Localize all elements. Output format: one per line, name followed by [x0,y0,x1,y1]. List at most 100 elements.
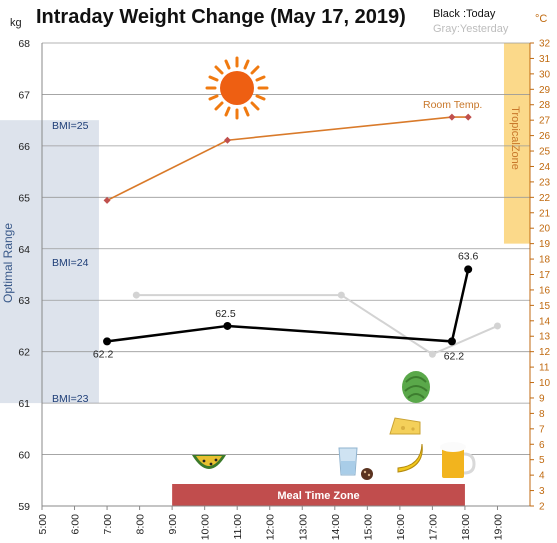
series-layer [103,113,501,358]
tropical-zone-band [503,43,530,244]
y2-tick-label: 5 [539,455,545,466]
x-tick-label: 12:00 [265,514,277,540]
y2-tick-label: 7 [539,424,545,435]
lettuce-icon [402,371,430,403]
x-tick-label: 16:00 [395,514,407,540]
data-labels: 62.2 62.5 62.2 63.6 [93,250,479,362]
y-tick-label: 61 [18,398,30,410]
meal-time-zone-band [172,484,465,506]
y2-tick-label: 2 [539,502,545,513]
data-label-today: 62.2 [444,350,465,362]
y-tick-label: 59 [18,501,30,513]
y2-tick-label: 28 [539,100,551,111]
y2-tick-label: 21 [539,208,551,219]
point-today [464,265,473,274]
y2-tick-label: 10 [539,378,551,389]
bmi-23-label: BMI=23 [52,393,89,405]
y2-tick-label: 19 [539,239,551,250]
axes: 5960616263646566676823456789101112131415… [18,38,550,540]
y-tick-label: 62 [18,347,30,359]
point-yesterday [428,350,436,358]
meal-time-zone-label: Meal Time Zone [277,490,359,502]
x-tick-label: 9:00 [167,514,179,535]
y2-tick-label: 15 [539,301,551,312]
y2-tick-label: 11 [539,363,550,374]
y2-tick-label: 24 [539,162,551,173]
y2-tick-label: 25 [539,147,551,158]
y2-tick-label: 22 [539,193,551,204]
chocolate-icon [361,468,373,480]
tropical-zone-label: TropicalZone [509,106,521,170]
x-tick-label: 15:00 [362,514,374,540]
point-today [447,337,456,346]
y-tick-label: 60 [18,450,30,462]
y2-tick-label: 27 [539,116,551,127]
y-unit-label: kg [10,17,22,29]
y2-tick-label: 14 [539,316,551,327]
point-yesterday [337,291,345,299]
x-tick-label: 13:00 [297,514,309,540]
x-tick-label: 17:00 [427,514,439,540]
watermelon-icon [192,455,226,469]
y2-tick-label: 17 [539,270,551,281]
x-tick-label: 11:00 [232,514,244,540]
y2-tick-label: 9 [539,393,545,404]
y2-tick-label: 20 [539,224,551,235]
y2-tick-label: 29 [539,85,551,96]
optimal-range-band [0,120,99,404]
bmi-25-label: BMI=25 [52,120,89,132]
x-tick-label: 19:00 [492,514,504,540]
x-tick-label: 5:00 [37,514,49,535]
data-label-today: 62.2 [93,348,114,360]
y2-tick-label: 32 [539,39,551,50]
y-tick-label: 67 [18,89,30,101]
point-room-temp [223,136,231,144]
y2-tick-label: 3 [539,486,545,497]
y2-unit-label: °C [535,13,547,25]
x-tick-label: 7:00 [102,514,114,535]
y2-tick-label: 12 [539,347,551,358]
y-tick-label: 65 [18,192,30,204]
y-tick-label: 68 [18,38,30,50]
x-tick-label: 8:00 [135,514,147,535]
data-label-today: 62.5 [215,308,236,320]
series-line-yesterday [136,294,498,356]
y2-tick-label: 23 [539,177,551,188]
y2-tick-label: 30 [539,69,551,80]
point-room-temp [464,113,472,121]
point-yesterday [493,322,501,330]
x-tick-label: 14:00 [330,514,342,540]
sun-icon [205,56,269,120]
grid-lines [42,42,530,455]
x-tick-label: 6:00 [70,514,82,535]
point-today [223,321,232,330]
y2-tick-label: 8 [539,409,545,420]
banana-icon [397,443,423,473]
x-tick-label: 10:00 [200,514,212,540]
beer-icon [440,442,476,478]
y-tick-label: 64 [18,244,30,256]
point-yesterday [132,291,140,299]
point-today [103,337,112,346]
chart-title: Intraday Weight Change (May 17, 2019) [36,6,406,28]
y2-tick-label: 31 [539,54,551,65]
y2-tick-label: 6 [539,440,545,451]
point-room-temp [448,113,456,121]
legend-today: Black :Today [433,8,496,20]
point-room-temp [103,196,111,204]
legend-yesterday: Gray:Yesterday [433,23,509,35]
room-temp-label: Room Temp. [423,99,482,111]
glass-icon [338,447,358,476]
y-tick-label: 66 [18,141,30,153]
data-label-today: 63.6 [458,250,479,262]
y2-tick-label: 4 [539,471,545,482]
bmi-24-label: BMI=24 [52,257,89,269]
y-tick-label: 63 [18,295,30,307]
cheese-icon [389,417,421,435]
x-tick-label: 18:00 [460,514,472,540]
series-line-today [106,269,470,343]
y2-tick-label: 13 [539,332,551,343]
y2-tick-label: 18 [539,255,551,266]
optimal-range-label: Optimal Range [1,223,15,303]
